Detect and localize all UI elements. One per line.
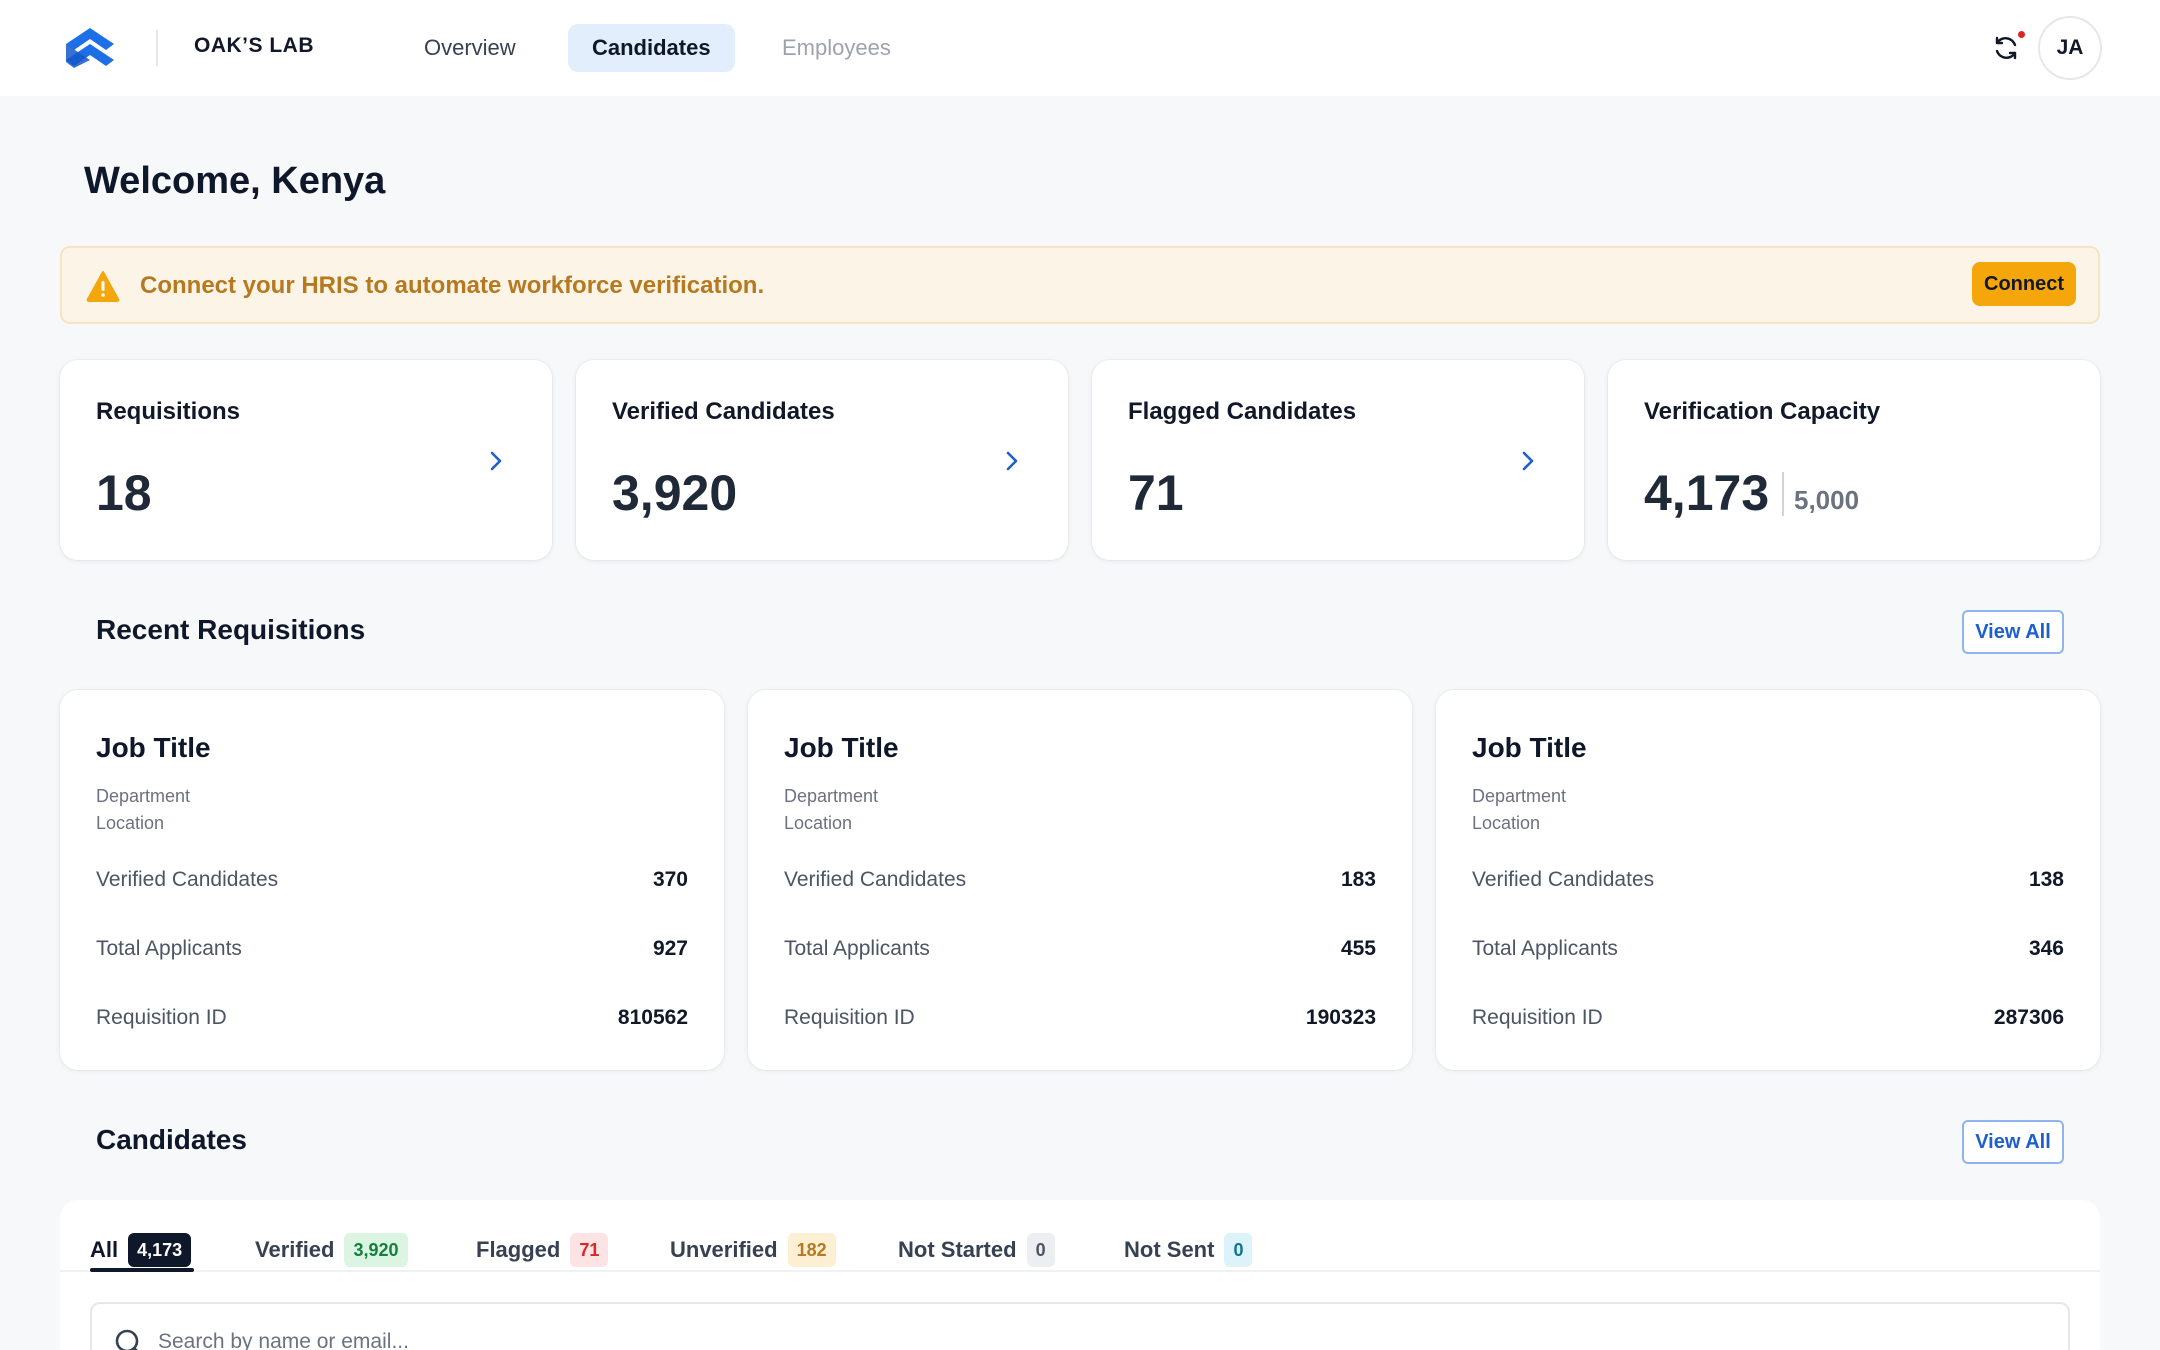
candidate-tab-flagged[interactable]: Flagged 71	[476, 1218, 609, 1282]
warning-icon	[86, 271, 120, 302]
count-badge: 4,173	[128, 1233, 192, 1267]
candidate-tab-unverified[interactable]: Unverified 182	[670, 1218, 836, 1282]
company-name: OAK’S LAB	[194, 34, 314, 57]
tab-label: Not Sent	[1124, 1237, 1215, 1262]
requisition-row: Verified Candidates 370	[96, 865, 688, 895]
stat-label: Flagged Candidates	[1128, 398, 1357, 425]
tab-label: Verified	[255, 1237, 335, 1262]
department: Department	[96, 786, 191, 806]
recent-requisitions-title: Recent Requisitions	[96, 614, 366, 645]
capacity-divider	[1782, 472, 1784, 516]
row-value: 927	[652, 937, 688, 960]
search-input[interactable]	[158, 1322, 1958, 1350]
top-navigation-bar: OAK’S LAB Overview Candidates Employees …	[0, 0, 2160, 96]
row-value: 287306	[1993, 1006, 2064, 1029]
tab-label: Not Started	[898, 1237, 1017, 1262]
location: Location	[784, 813, 853, 833]
candidate-search-box[interactable]	[90, 1302, 2070, 1350]
stat-label: Requisitions	[96, 398, 241, 425]
row-value: 346	[2028, 937, 2064, 960]
requisition-row: Requisition ID 190323	[784, 1003, 1376, 1033]
row-value: 190323	[1305, 1006, 1376, 1029]
candidate-tab-verified[interactable]: Verified 3,920	[255, 1218, 408, 1282]
candidates-view-all-button[interactable]: View All	[1962, 1120, 2064, 1164]
page-title: Welcome, Kenya	[84, 160, 386, 202]
connect-button[interactable]: Connect	[1972, 262, 2076, 306]
row-value: 183	[1340, 868, 1376, 891]
candidate-tab-not-sent[interactable]: Not Sent 0	[1124, 1218, 1253, 1282]
job-title: Job Title	[96, 732, 211, 763]
tab-overview[interactable]: Overview	[424, 35, 516, 60]
row-label: Total Applicants	[784, 937, 930, 960]
tabs-divider	[60, 1270, 2100, 1272]
active-tab-indicator	[90, 1268, 194, 1272]
company-logo-icon[interactable]	[60, 26, 120, 70]
stat-card-verified-candidates[interactable]: Verified Candidates 3,920	[576, 360, 1068, 560]
stat-value: 71	[1128, 465, 1184, 521]
stat-card-requisitions[interactable]: Requisitions 18	[60, 360, 552, 560]
row-value: 138	[2028, 868, 2064, 891]
count-badge: 71	[570, 1233, 609, 1267]
stat-label: Verification Capacity	[1644, 398, 1881, 425]
row-label: Total Applicants	[1472, 937, 1618, 960]
job-title: Job Title	[1472, 732, 1587, 763]
row-label: Verified Candidates	[784, 868, 967, 891]
count-badge: 3,920	[344, 1233, 408, 1267]
tab-label: All	[90, 1237, 119, 1262]
requisition-row: Total Applicants 346	[1472, 934, 2064, 964]
location: Location	[1472, 813, 1541, 833]
row-label: Requisition ID	[784, 1006, 915, 1029]
stat-value: 4,173	[1644, 465, 1770, 521]
search-icon	[115, 1329, 139, 1350]
requisition-row: Requisition ID 810562	[96, 1003, 688, 1033]
chevron-right-icon[interactable]	[1516, 446, 1540, 476]
requisition-card[interactable]: Job Title Department Location Verified C…	[748, 690, 1412, 1070]
row-label: Total Applicants	[96, 937, 242, 960]
row-value: 455	[1340, 937, 1376, 960]
hris-connect-banner: Connect your HRIS to automate workforce …	[60, 246, 2100, 324]
candidate-tab-all[interactable]: All 4,173	[90, 1218, 192, 1282]
stat-card-verification-capacity: Verification Capacity 4,173 5,000	[1608, 360, 2100, 560]
requisition-row: Total Applicants 927	[96, 934, 688, 964]
capacity-max: 5,000	[1794, 485, 1860, 515]
stat-card-flagged-candidates[interactable]: Flagged Candidates 71	[1092, 360, 1584, 560]
tab-candidates[interactable]: Candidates	[568, 24, 735, 72]
count-badge: 0	[1224, 1233, 1253, 1267]
tab-label: Flagged	[476, 1237, 561, 1262]
candidate-tab-not-started[interactable]: Not Started 0	[898, 1218, 1055, 1282]
sync-icon[interactable]	[1990, 32, 2022, 64]
banner-message: Connect your HRIS to automate workforce …	[140, 272, 765, 299]
requisition-row: Total Applicants 455	[784, 934, 1376, 964]
requisition-card[interactable]: Job Title Department Location Verified C…	[1436, 690, 2100, 1070]
stat-value: 3,920	[612, 465, 738, 521]
notification-dot-icon	[2018, 31, 2025, 38]
requisition-row: Verified Candidates 183	[784, 865, 1376, 895]
location: Location	[96, 813, 165, 833]
chevron-right-icon[interactable]	[1000, 446, 1024, 476]
candidates-title: Candidates	[96, 1124, 247, 1155]
row-label: Verified Candidates	[1472, 868, 1655, 891]
row-label: Requisition ID	[1472, 1006, 1603, 1029]
row-label: Verified Candidates	[96, 868, 279, 891]
tab-label: Unverified	[670, 1237, 778, 1262]
header-divider	[156, 30, 158, 66]
department: Department	[1472, 786, 1567, 806]
chevron-right-icon[interactable]	[484, 446, 508, 476]
requisition-row: Requisition ID 287306	[1472, 1003, 2064, 1033]
requisitions-view-all-button[interactable]: View All	[1962, 610, 2064, 654]
requisition-row: Verified Candidates 138	[1472, 865, 2064, 895]
count-badge: 182	[787, 1233, 836, 1267]
user-avatar[interactable]: JA	[2038, 16, 2102, 80]
tab-employees[interactable]: Employees	[782, 35, 891, 60]
job-title: Job Title	[784, 732, 899, 763]
stat-label: Verified Candidates	[612, 398, 835, 425]
stat-value: 18	[96, 465, 152, 521]
row-value: 810562	[617, 1006, 688, 1029]
row-value: 370	[652, 868, 688, 891]
count-badge: 0	[1026, 1233, 1055, 1267]
department: Department	[784, 786, 879, 806]
row-label: Requisition ID	[96, 1006, 227, 1029]
requisition-card[interactable]: Job Title Department Location Verified C…	[60, 690, 724, 1070]
